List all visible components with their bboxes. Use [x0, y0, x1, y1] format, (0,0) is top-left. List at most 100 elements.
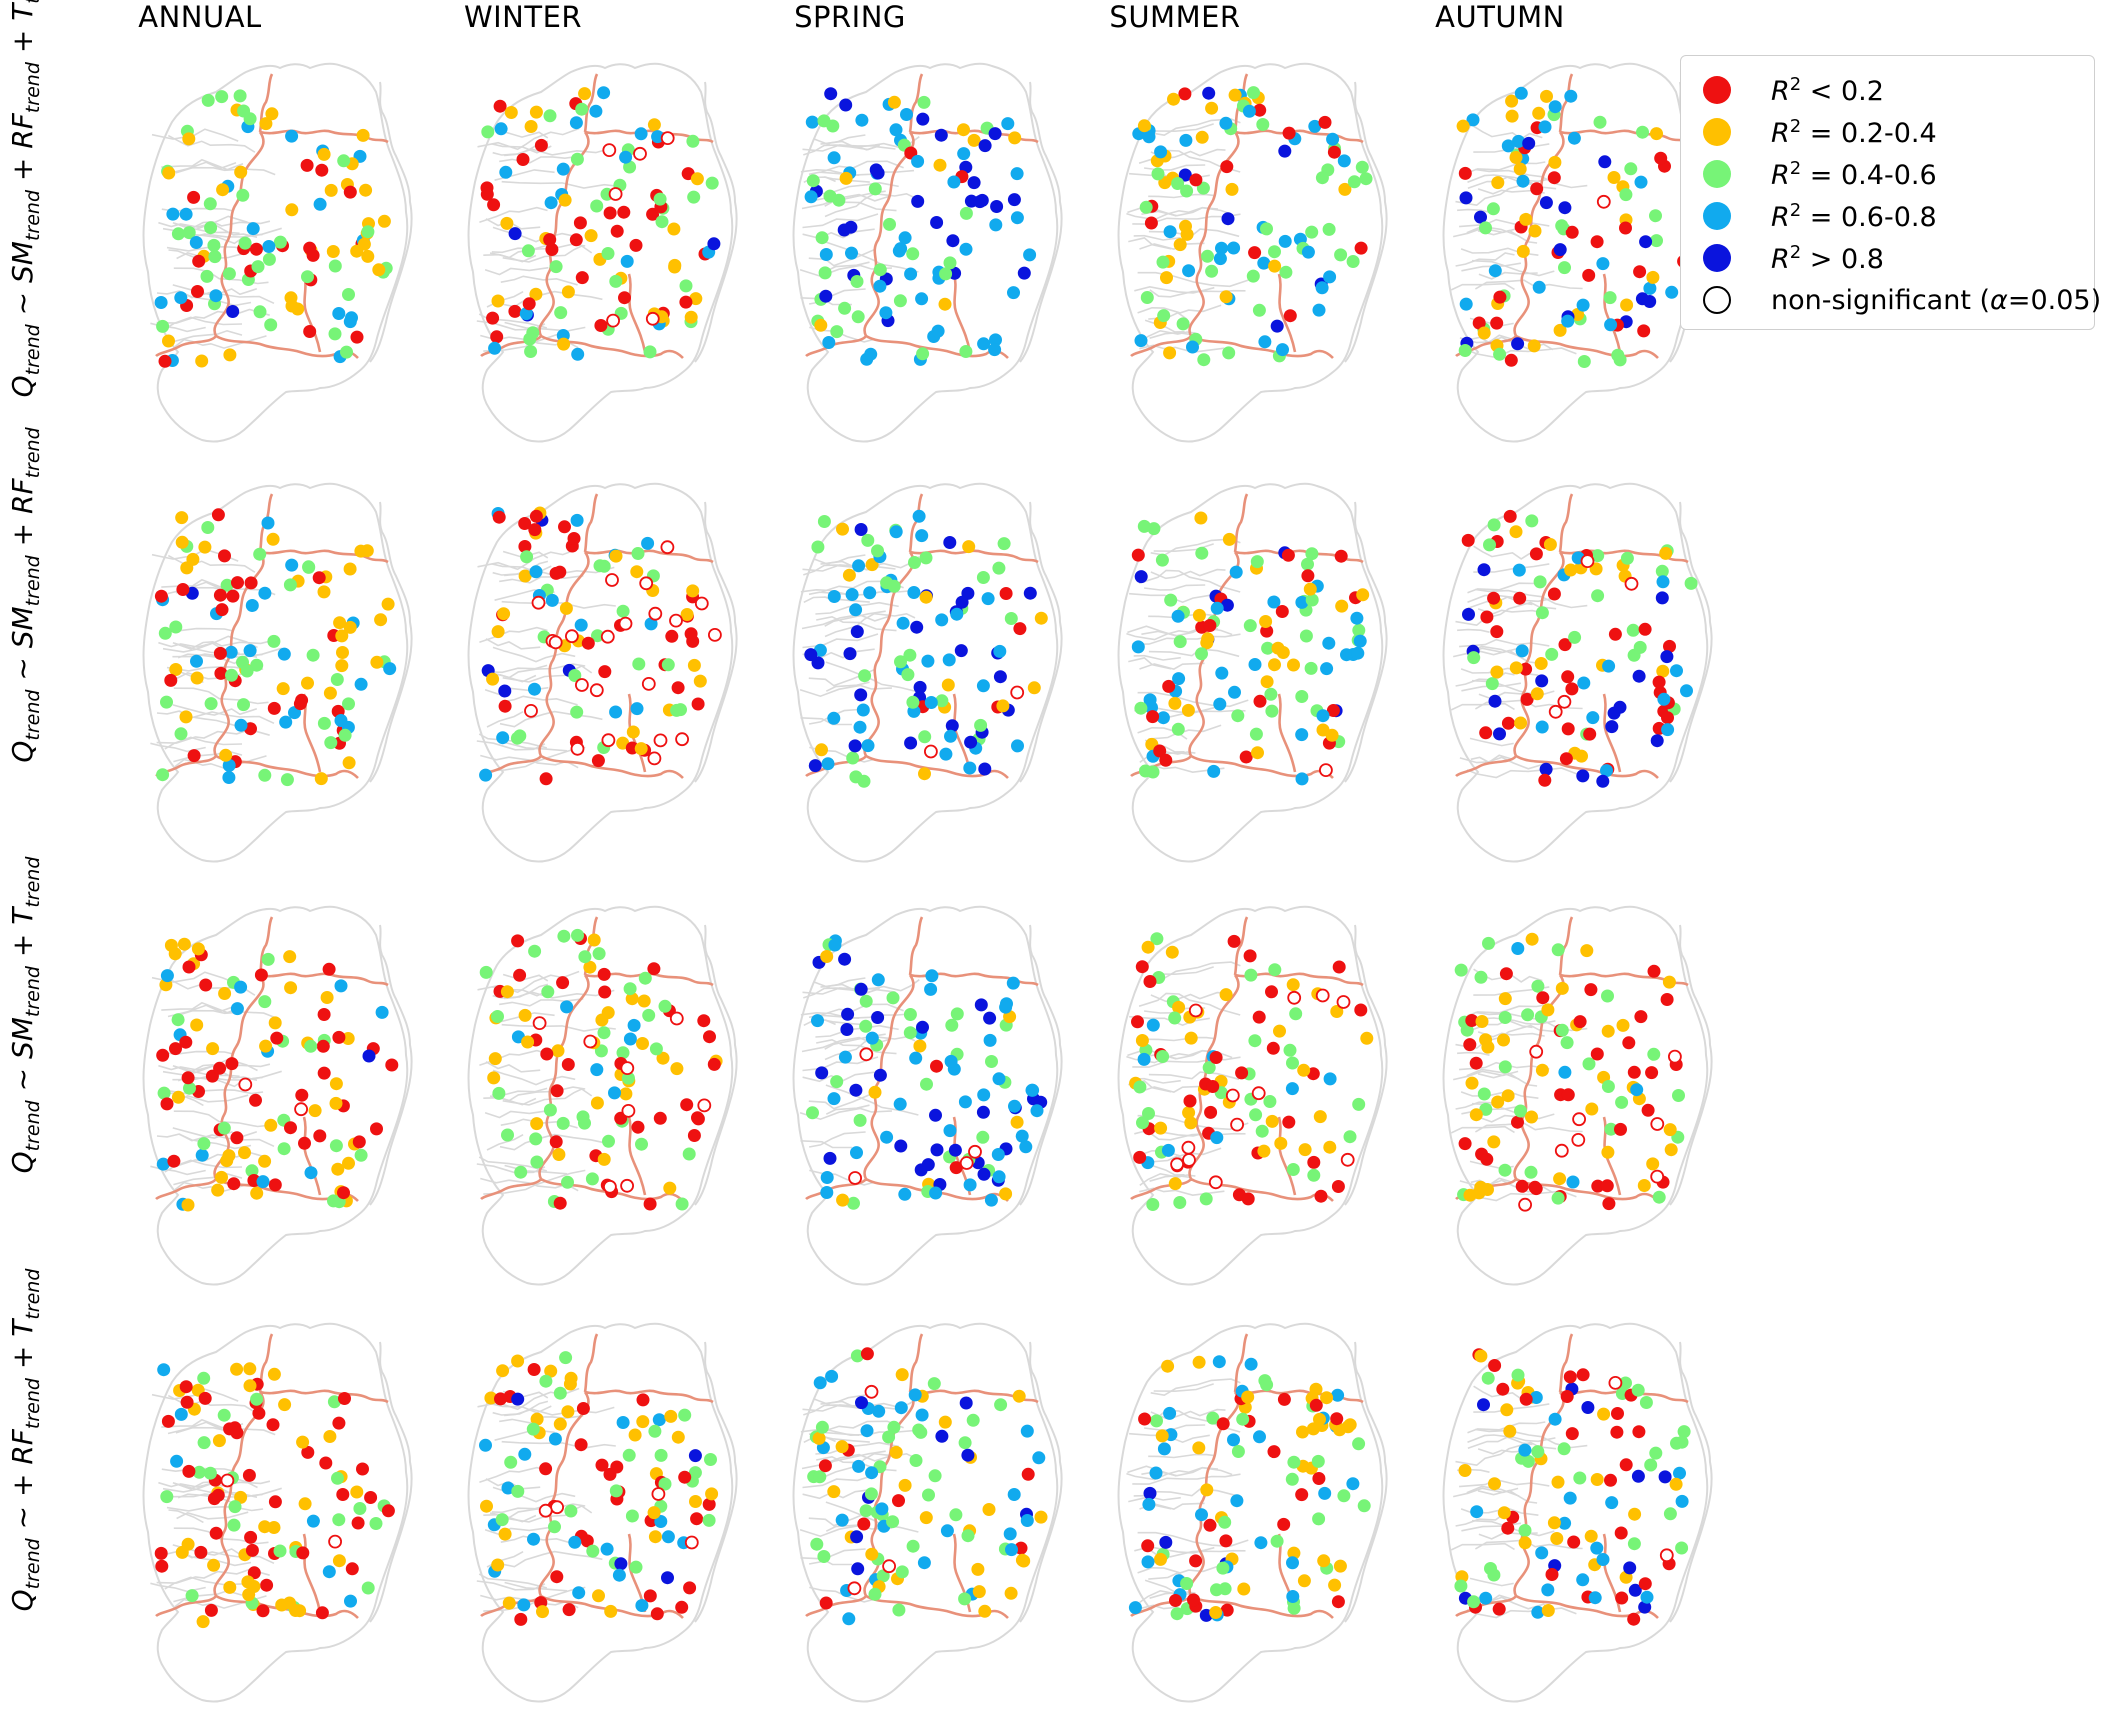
station-lt02: [249, 1093, 262, 1107]
station-nonsignificant: [647, 751, 662, 766]
station-06_08: [1020, 1424, 1034, 1438]
station-02_04: [241, 1575, 255, 1589]
station-06_08: [925, 969, 939, 983]
row-label-4: Qtrend ~ + RFtrend + Ttrend: [6, 1268, 44, 1612]
station-lt02: [1282, 126, 1296, 140]
station-02_04: [381, 597, 395, 611]
coast-line: [1019, 924, 1063, 1206]
station-06_08: [835, 1513, 849, 1527]
station-nonsignificant: [1667, 1049, 1682, 1064]
station-02_04: [1192, 1355, 1206, 1369]
station-lt02: [575, 271, 589, 285]
station-02_04: [1543, 538, 1557, 551]
station-04_06: [369, 1517, 383, 1530]
fjord-line: [1141, 206, 1233, 217]
station-02_04: [284, 981, 298, 995]
station-04_06: [635, 1137, 648, 1151]
station-04_06: [892, 1603, 906, 1617]
station-04_06: [182, 226, 196, 240]
station-04_06: [1591, 589, 1605, 603]
map-svg: [792, 482, 1063, 863]
station-06_08: [1512, 563, 1526, 577]
station-02_04: [587, 933, 601, 947]
station-06_08: [545, 593, 559, 607]
station-lt02: [1652, 675, 1666, 689]
station-04_06: [1176, 317, 1190, 331]
station-04_06: [1533, 575, 1547, 589]
fjord-line: [808, 1548, 866, 1565]
station-lt02: [1314, 1189, 1328, 1203]
station-06_08: [1634, 175, 1648, 189]
station-lt02: [1538, 773, 1552, 787]
station-06_08: [651, 130, 665, 144]
station-gt08: [913, 680, 927, 694]
station-lt02: [1493, 290, 1507, 304]
station-04_06: [479, 965, 493, 979]
station-06_08: [931, 324, 945, 338]
station-04_06: [912, 1423, 926, 1437]
station-04_06: [1218, 1515, 1232, 1529]
station-02_04: [1273, 1024, 1286, 1038]
station-06_08: [1011, 739, 1024, 753]
station-04_06: [207, 238, 221, 252]
station-02_04: [553, 1417, 567, 1431]
station-nonsignificant: [589, 683, 604, 698]
station-lt02: [892, 1494, 905, 1508]
station-02_04: [1333, 1423, 1347, 1437]
station-04_06: [570, 152, 584, 166]
station-02_04: [181, 1198, 195, 1212]
station-04_06: [1582, 1057, 1596, 1071]
station-04_06: [949, 1508, 963, 1522]
station-lt02: [337, 1186, 350, 1200]
fjord-line: [823, 1436, 870, 1443]
station-06_08: [1023, 248, 1037, 262]
station-lt02: [1282, 1115, 1296, 1129]
station-02_04: [636, 1037, 649, 1050]
station-04_06: [340, 345, 353, 359]
coast-line: [1669, 1341, 1713, 1623]
station-lt02: [549, 566, 563, 580]
station-04_06: [524, 345, 538, 358]
map-svg: [792, 62, 1063, 443]
station-lt02: [1472, 316, 1486, 330]
station-04_06: [705, 176, 719, 190]
station-lt02: [381, 1504, 395, 1518]
station-04_06: [830, 1075, 844, 1089]
map-panel-summer-row4: [1095, 1322, 1395, 1722]
station-02_04: [1637, 1179, 1651, 1192]
station-04_06: [1672, 1089, 1685, 1102]
map-svg: [1442, 1322, 1713, 1703]
station-02_04: [559, 601, 573, 615]
station-gt08: [1558, 201, 1572, 215]
basin-border: [480, 73, 714, 359]
station-02_04: [1168, 696, 1182, 710]
station-04_06: [528, 944, 542, 958]
station-02_04: [1225, 182, 1239, 196]
station-04_06: [261, 952, 275, 966]
station-gt08: [978, 139, 992, 153]
station-lt02: [1615, 1591, 1629, 1605]
station-gt08: [904, 736, 918, 750]
station-04_06: [702, 1513, 716, 1527]
station-02_04: [1490, 665, 1504, 679]
station-06_08: [1156, 711, 1170, 725]
station-04_06: [1487, 518, 1501, 532]
station-02_04: [317, 585, 331, 599]
map-svg: [1442, 482, 1713, 863]
station-gt08: [934, 128, 948, 142]
station-04_06: [1307, 1168, 1321, 1182]
station-lt02: [1614, 1526, 1628, 1540]
station-lt02: [1354, 1003, 1368, 1017]
station-gt08: [993, 670, 1007, 684]
station-gt08: [943, 536, 957, 549]
station-lt02: [1492, 1602, 1506, 1616]
station-04_06: [1577, 355, 1591, 368]
fjord-line: [167, 161, 237, 175]
station-nonsignificant: [328, 1534, 343, 1549]
station-04_06: [203, 1466, 217, 1480]
station-04_06: [919, 551, 933, 565]
station-06_08: [574, 618, 588, 632]
station-04_06: [258, 995, 272, 1009]
coast-line: [369, 501, 413, 783]
station-02_04: [1287, 1546, 1301, 1560]
